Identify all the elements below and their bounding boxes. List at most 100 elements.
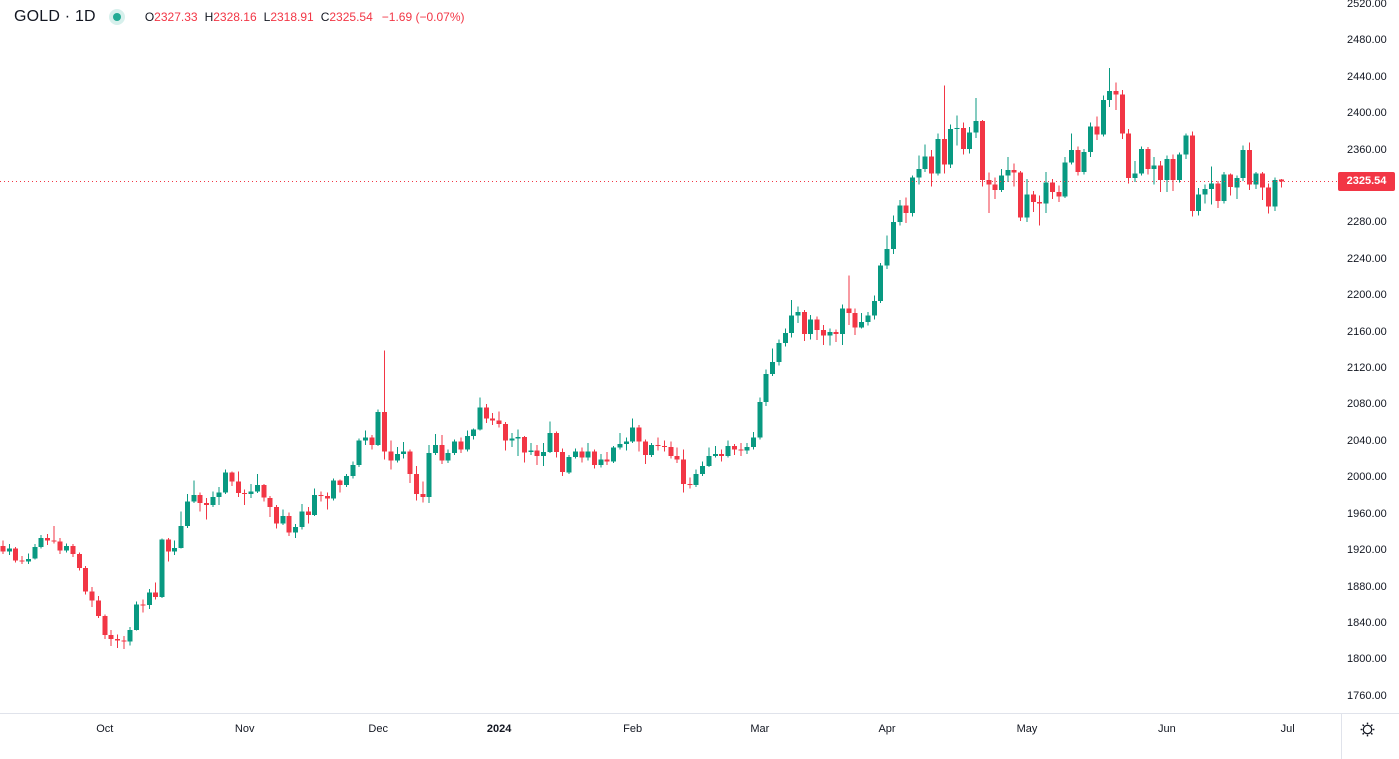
candle — [649, 443, 655, 457]
price-tick-label: 2080.00 — [1347, 398, 1387, 411]
candle — [1247, 142, 1253, 190]
candle — [522, 435, 527, 463]
candle — [490, 413, 496, 425]
candle — [534, 445, 540, 465]
candle — [19, 556, 25, 565]
candle — [433, 434, 438, 455]
candle — [229, 471, 235, 486]
candle — [630, 418, 636, 444]
time-axis[interactable]: Oct Nov Dec 2024 Feb Mar Apr May Jun Jul — [0, 713, 1399, 759]
candle — [757, 397, 763, 440]
candle — [572, 448, 578, 459]
candle — [1011, 163, 1017, 187]
candle — [852, 308, 858, 335]
price-scale-settings-button[interactable] — [1357, 719, 1377, 739]
candle — [369, 434, 375, 450]
candle — [331, 478, 337, 501]
candle — [95, 596, 101, 618]
candle — [1094, 116, 1100, 140]
candle — [223, 469, 229, 495]
candle — [1075, 146, 1081, 176]
gear-icon — [1360, 722, 1374, 736]
candle — [38, 535, 44, 549]
candle — [1170, 154, 1176, 191]
candle — [890, 215, 896, 254]
candle — [140, 599, 146, 613]
candle — [6, 544, 12, 556]
candle — [897, 200, 903, 226]
price-tick-label: 2240.00 — [1347, 252, 1387, 265]
candle — [293, 524, 299, 538]
time-tick-label: 2024 — [486, 723, 512, 735]
candle — [789, 300, 795, 338]
candle — [502, 422, 508, 451]
candle — [611, 445, 617, 464]
candle — [801, 310, 807, 342]
candle — [1107, 68, 1113, 108]
candle — [776, 339, 782, 366]
last-price-text: 2325.54 — [1346, 174, 1387, 187]
change-value: −1.69 (−0.07%) — [381, 10, 465, 24]
price-tick-label: 2400.00 — [1347, 107, 1387, 119]
candle — [172, 540, 178, 556]
candle — [197, 492, 203, 512]
candle — [248, 484, 254, 498]
candle — [235, 471, 241, 497]
candle — [356, 438, 362, 467]
candle — [566, 455, 572, 475]
candle — [820, 324, 826, 345]
candle — [903, 197, 909, 223]
candle — [121, 636, 127, 649]
candle — [979, 119, 985, 187]
candle — [25, 553, 31, 565]
candle — [153, 582, 159, 600]
candle — [509, 433, 515, 447]
candle — [859, 312, 865, 329]
symbol-title[interactable]: GOLD · 1D — [14, 8, 96, 25]
candle — [592, 449, 597, 469]
candle — [712, 445, 718, 458]
time-tick-label: Dec — [368, 723, 388, 735]
candle — [1138, 146, 1144, 176]
candle — [388, 440, 394, 470]
price-tick-label: 2440.00 — [1347, 70, 1387, 83]
open-value: O2327.33 — [144, 10, 198, 24]
candle — [134, 601, 140, 631]
candle — [884, 235, 890, 270]
candle — [1126, 129, 1132, 184]
candle — [528, 443, 534, 455]
candle — [954, 115, 960, 146]
candle — [254, 474, 260, 494]
candle — [655, 437, 661, 451]
candle — [382, 350, 388, 460]
candle — [871, 295, 877, 320]
candle — [1164, 155, 1170, 192]
candle — [420, 481, 426, 503]
candle — [833, 329, 839, 343]
price-axis[interactable]: 2520.00 2480.00 2440.00 2400.00 2360.00 2280.… — [1341, 0, 1399, 713]
candle — [1100, 95, 1106, 137]
candle — [57, 537, 63, 555]
candle — [865, 312, 871, 326]
candle — [1062, 157, 1068, 199]
candle — [1228, 173, 1233, 196]
candle — [375, 409, 381, 446]
candlestick-chart[interactable] — [0, 0, 1341, 713]
low-value: L2318.91 — [263, 10, 314, 24]
price-tick-label: 2360.00 — [1347, 143, 1387, 156]
candle — [1113, 82, 1119, 110]
candle — [1024, 179, 1030, 222]
candle — [1266, 183, 1272, 214]
candle — [1272, 177, 1278, 211]
candle — [910, 175, 915, 217]
market-status-icon — [108, 9, 125, 25]
candle — [948, 124, 954, 169]
candle — [184, 494, 190, 528]
price-tick-label: 1960.00 — [1347, 507, 1387, 520]
candle — [312, 488, 318, 516]
candle — [1221, 171, 1227, 204]
candle — [439, 434, 445, 465]
candle — [700, 461, 706, 476]
price-tick-label: 2000.00 — [1347, 471, 1387, 484]
time-tick-label: Apr — [878, 723, 896, 735]
